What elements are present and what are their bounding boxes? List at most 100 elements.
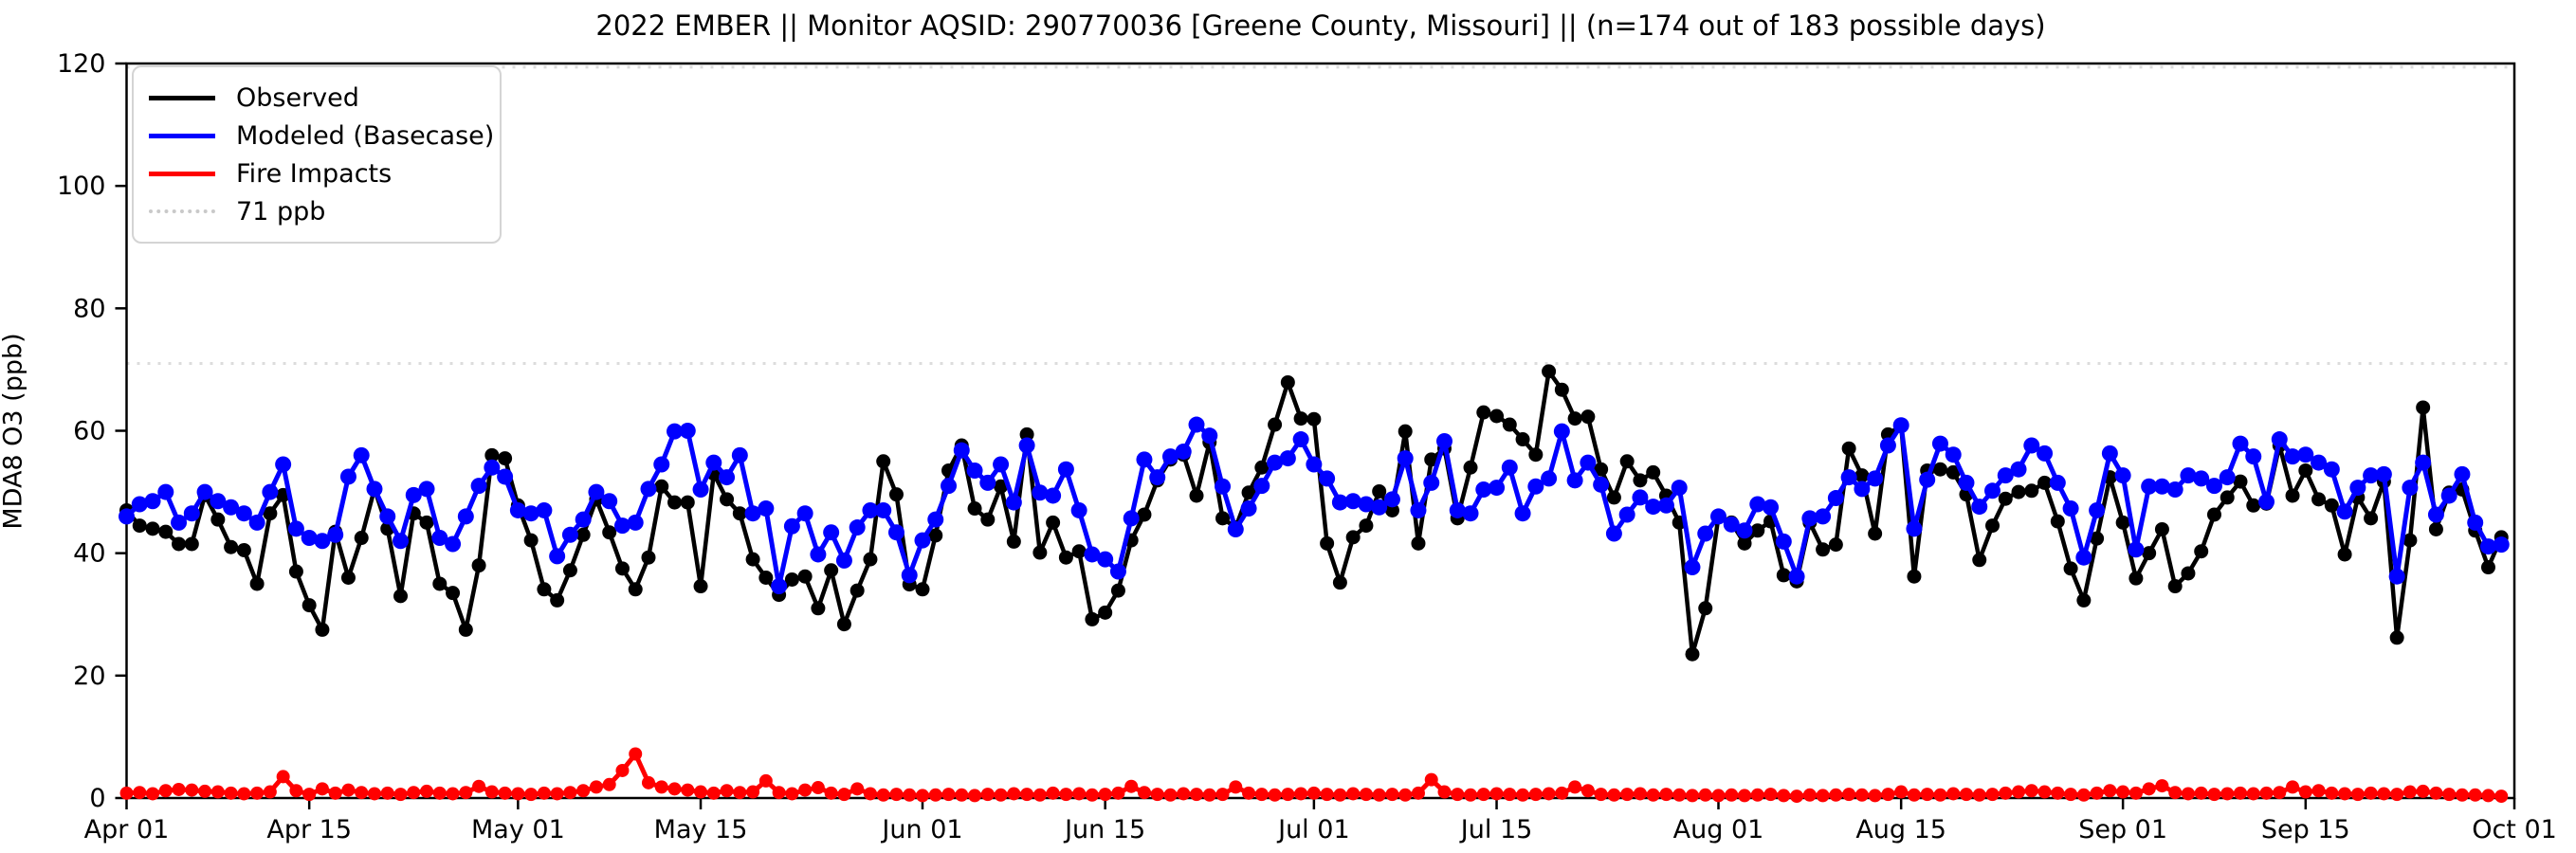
data-point [1227, 520, 1244, 537]
data-point [1464, 788, 1478, 802]
data-point [1451, 788, 1465, 802]
data-point [1945, 446, 1962, 463]
data-point [980, 788, 995, 802]
x-tick-label: Apr 01 [84, 815, 170, 844]
data-point [966, 462, 983, 479]
data-point [875, 501, 892, 518]
data-point [1907, 569, 1922, 584]
data-point [941, 788, 956, 802]
data-point [1553, 423, 1570, 440]
data-point [693, 579, 708, 594]
data-point [667, 782, 682, 796]
data-point [536, 501, 553, 518]
data-point [746, 785, 760, 799]
data-point [1868, 526, 1883, 541]
data-point [1098, 605, 1113, 620]
data-point [1032, 788, 1047, 802]
data-point [2050, 514, 2065, 529]
data-point [2220, 490, 2235, 505]
data-point [980, 512, 996, 527]
data-point [523, 533, 539, 548]
data-point [1998, 491, 2013, 506]
data-point [2012, 785, 2026, 799]
data-point [667, 495, 683, 510]
data-point [2103, 784, 2117, 798]
data-point [2205, 478, 2222, 495]
data-point [2388, 568, 2405, 585]
data-point [1671, 480, 1688, 497]
data-point [198, 784, 212, 798]
data-point [522, 505, 539, 522]
data-point [210, 785, 225, 799]
data-point [484, 785, 499, 799]
data-point [144, 493, 161, 510]
data-point [1293, 411, 1308, 426]
data-point [1371, 499, 1388, 516]
data-point [2311, 454, 2328, 471]
data-point [627, 514, 644, 531]
data-point [1411, 786, 1425, 800]
data-point [1879, 437, 1896, 454]
data-point [2428, 521, 2443, 536]
data-point [1032, 484, 1049, 501]
data-point [2271, 431, 2288, 448]
data-point [2468, 788, 2482, 802]
data-point [1646, 464, 1661, 480]
data-point [2467, 514, 2484, 531]
data-point [1555, 786, 1569, 800]
data-point [2494, 789, 2509, 804]
data-point [1411, 535, 1426, 551]
data-point [1568, 780, 1582, 794]
data-point [849, 519, 866, 536]
data-point [2024, 483, 2039, 499]
x-tick-label: Sep 01 [2078, 815, 2167, 844]
data-point [2116, 785, 2130, 799]
data-point [1698, 788, 1712, 802]
data-point [1736, 522, 1753, 539]
data-point [1398, 788, 1413, 802]
data-point [1346, 787, 1361, 801]
data-point [1344, 493, 1361, 510]
data-point [1332, 575, 1347, 590]
data-point [2075, 549, 2092, 566]
data-point [941, 478, 958, 495]
y-tick-label: 0 [89, 784, 105, 813]
data-point [1657, 497, 1674, 514]
data-point [1841, 441, 1856, 456]
data-point [1489, 408, 1505, 424]
data-point [1057, 461, 1074, 478]
data-point [2153, 478, 2170, 495]
data-point [1320, 535, 1335, 551]
data-point [1397, 450, 1414, 467]
data-point [613, 517, 630, 535]
data-point [2364, 511, 2379, 526]
data-point [196, 483, 213, 500]
data-point [1958, 474, 1975, 491]
data-point [509, 501, 526, 518]
data-point [1749, 496, 1766, 513]
data-point [2481, 789, 2495, 803]
data-point [1763, 499, 1780, 516]
observed-line-sample-icon [149, 95, 215, 100]
x-tick-label: Oct 01 [2472, 815, 2557, 844]
x-tick-label: Jul 01 [1276, 815, 1350, 844]
data-point [1018, 437, 1035, 454]
data-point [1333, 788, 1347, 802]
data-point [2154, 521, 2169, 536]
data-point [836, 617, 851, 632]
data-point [1894, 785, 1909, 799]
data-point [1541, 470, 1558, 487]
data-point [679, 423, 696, 439]
data-point [602, 525, 617, 540]
data-point [498, 451, 513, 466]
data-point [418, 481, 435, 498]
data-point [2364, 786, 2378, 800]
data-point [1502, 417, 1517, 432]
data-point [2286, 780, 2300, 794]
data-point [1685, 789, 1699, 803]
data-point [562, 563, 577, 578]
data-point [420, 784, 434, 798]
data-point [602, 777, 616, 791]
data-point [1606, 490, 1621, 505]
data-point [561, 526, 578, 543]
